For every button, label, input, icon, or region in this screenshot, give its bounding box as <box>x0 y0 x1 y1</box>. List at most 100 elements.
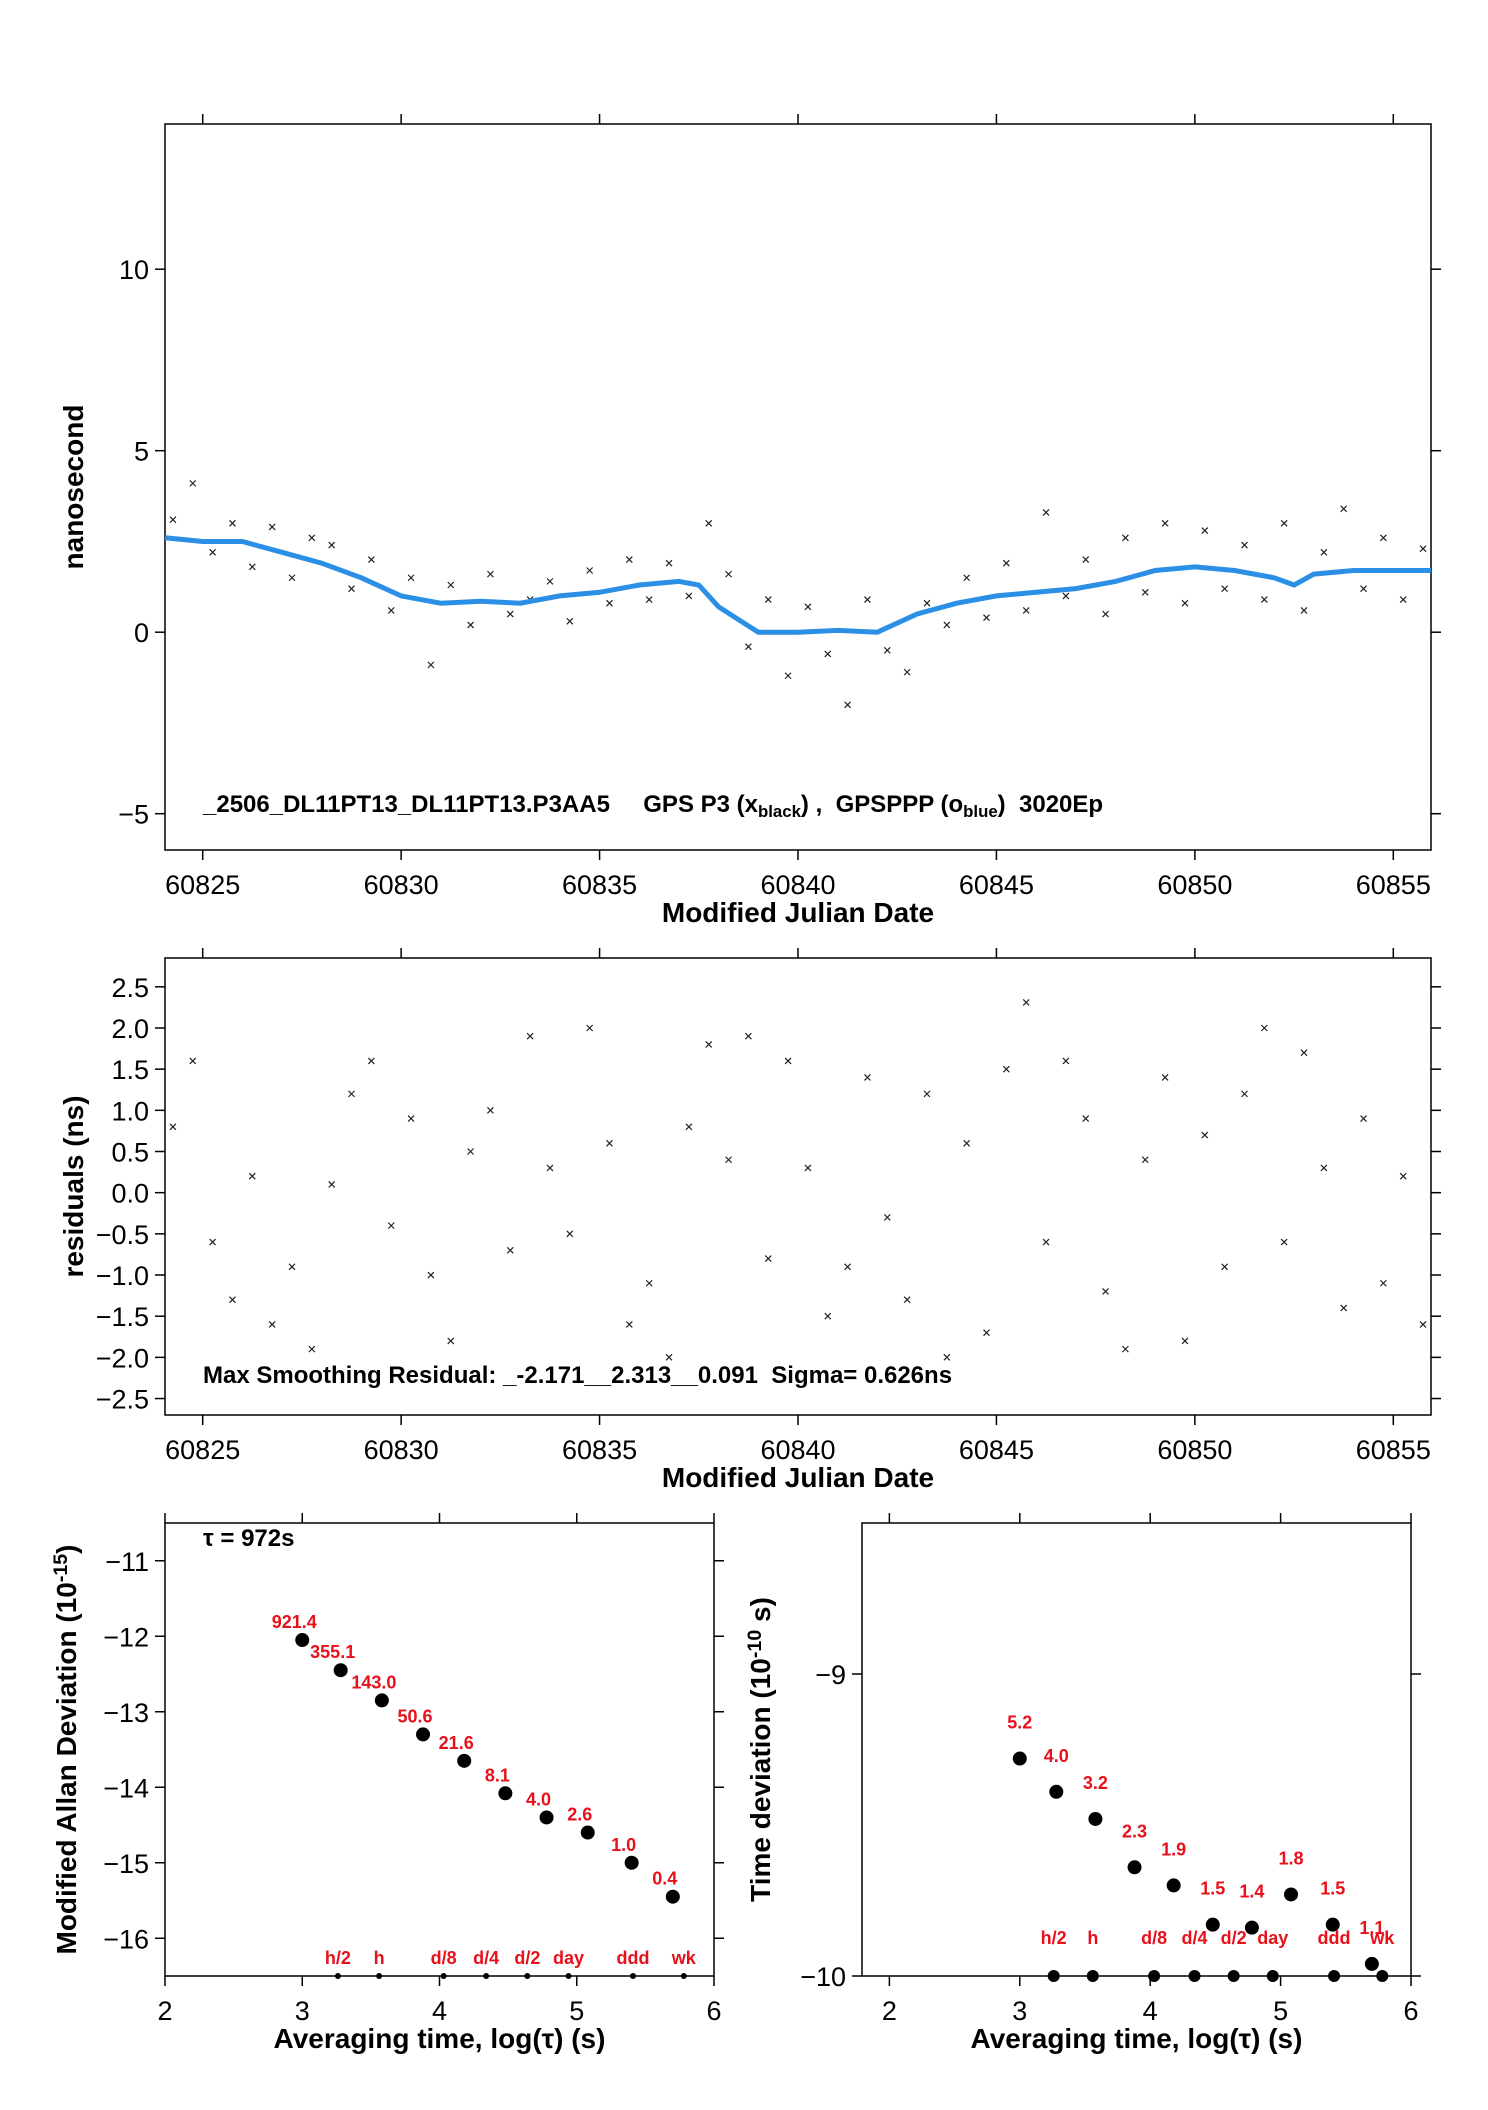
data-point <box>1340 1304 1348 1312</box>
data-point <box>744 643 752 651</box>
point-label: 0.4 <box>652 1869 677 1889</box>
data-point <box>1244 1920 1259 1935</box>
data-point <box>685 592 693 600</box>
data-point <box>288 574 296 582</box>
data-point <box>546 577 554 585</box>
annotation-part: ) 3020Ep <box>998 791 1103 818</box>
data-point <box>1049 1784 1064 1799</box>
data-point <box>328 1181 336 1188</box>
data-point <box>1088 1811 1103 1826</box>
x-axis-label-part: Modified Julian Date <box>662 897 934 928</box>
x-tick-label: 3 <box>1012 1996 1027 2026</box>
y-axis-label-part: Time deviation (10 <box>745 1658 776 1902</box>
y-tick-label: −12 <box>103 1622 149 1652</box>
data-point <box>487 1106 494 1114</box>
data-point <box>506 1246 514 1254</box>
annotation-sub: black <box>758 802 802 821</box>
y-tick-label: −5 <box>118 800 149 830</box>
point-label: 1.5 <box>1320 1879 1345 1899</box>
data-point <box>864 1073 871 1081</box>
interval-label: wk <box>671 1948 697 1968</box>
data-point <box>844 701 852 709</box>
x-tick-label: 6 <box>1403 1996 1418 2026</box>
data-point <box>586 567 594 574</box>
plot-frame <box>861 1522 1412 1977</box>
data-point <box>580 1825 595 1840</box>
y-axis-label: Modified Allan Deviation (10-15) <box>50 1545 82 1955</box>
y-tick-label: −1.0 <box>96 1261 149 1291</box>
data-point <box>1221 1263 1229 1271</box>
interval-label: d/4 <box>1182 1928 1208 1948</box>
data-point <box>645 596 653 603</box>
data-point <box>248 563 256 571</box>
x-tick-label: 60835 <box>562 870 637 900</box>
x-tick-label: 60840 <box>760 870 835 900</box>
data-point <box>1166 1878 1181 1893</box>
x-tick-label: 60855 <box>1356 870 1431 900</box>
interval-dot <box>1148 1970 1161 1982</box>
x-tick-label: 60830 <box>364 870 439 900</box>
point-label: 3.2 <box>1083 1773 1108 1793</box>
data-point <box>308 1345 316 1353</box>
interval-label: h/2 <box>325 1948 351 1968</box>
interval-label: d/2 <box>514 1948 540 1968</box>
data-point <box>1121 1345 1129 1353</box>
data-point <box>1082 556 1090 564</box>
point-label: 1.5 <box>1200 1879 1225 1899</box>
data-point <box>923 1090 931 1098</box>
x-tick-label: 6 <box>706 1996 721 2026</box>
data-point <box>744 1032 752 1040</box>
annotation-part: Max Smoothing Residual: _-2.171__2.313__… <box>203 1362 952 1389</box>
data-point <box>1201 1131 1209 1139</box>
interval-dot <box>1188 1970 1201 1982</box>
data-point <box>1399 596 1407 603</box>
data-point <box>407 574 415 582</box>
data-point <box>983 614 990 622</box>
data-point <box>1102 1288 1109 1295</box>
data-point <box>288 1263 296 1271</box>
y-tick-label: 1.5 <box>111 1055 149 1085</box>
data-point <box>665 1353 673 1361</box>
y-tick-label: −16 <box>103 1924 149 1954</box>
data-point <box>1181 599 1189 607</box>
data-point <box>1280 519 1288 527</box>
smoothed-line <box>164 535 1431 635</box>
data-point <box>506 610 514 618</box>
y-axis-label-sup: -10 <box>744 1630 766 1658</box>
data-point <box>1022 999 1030 1006</box>
data-point <box>308 534 316 542</box>
interval-label: ddd <box>1318 1928 1351 1948</box>
data-point <box>1201 527 1209 534</box>
data-point <box>864 596 871 603</box>
y-tick-label: −9 <box>815 1660 846 1690</box>
x-axis-label-part: Modified Julian Date <box>662 1462 934 1493</box>
data-point <box>606 599 613 607</box>
interval-dot <box>376 1973 383 1979</box>
data-point <box>1127 1860 1142 1875</box>
data-point <box>367 556 375 564</box>
y-tick-label: −0.5 <box>96 1220 149 1250</box>
data-point <box>546 1164 554 1172</box>
data-point <box>209 1238 217 1246</box>
x-axis-label-part: Averaging time, log(τ) (s) <box>274 2023 606 2054</box>
interval-dot <box>565 1973 572 1979</box>
data-point <box>1082 1115 1090 1122</box>
data-point <box>1325 1917 1340 1932</box>
x-tick-label: 5 <box>569 1996 584 2026</box>
annotation-part: ) , GPSPPP (o <box>801 791 963 818</box>
data-point <box>725 1156 732 1164</box>
interval-dot <box>483 1973 490 1979</box>
data-point <box>1300 606 1308 614</box>
data-point <box>725 570 732 578</box>
data-point <box>229 1296 236 1304</box>
point-label: 355.1 <box>310 1642 355 1662</box>
data-point <box>467 621 475 629</box>
data-point <box>1379 534 1387 542</box>
point-label: 1.0 <box>611 1835 636 1855</box>
interval-dot <box>680 1973 687 1979</box>
data-point <box>387 606 395 614</box>
data-point <box>903 668 911 676</box>
x-tick-label: 60830 <box>364 1435 439 1465</box>
